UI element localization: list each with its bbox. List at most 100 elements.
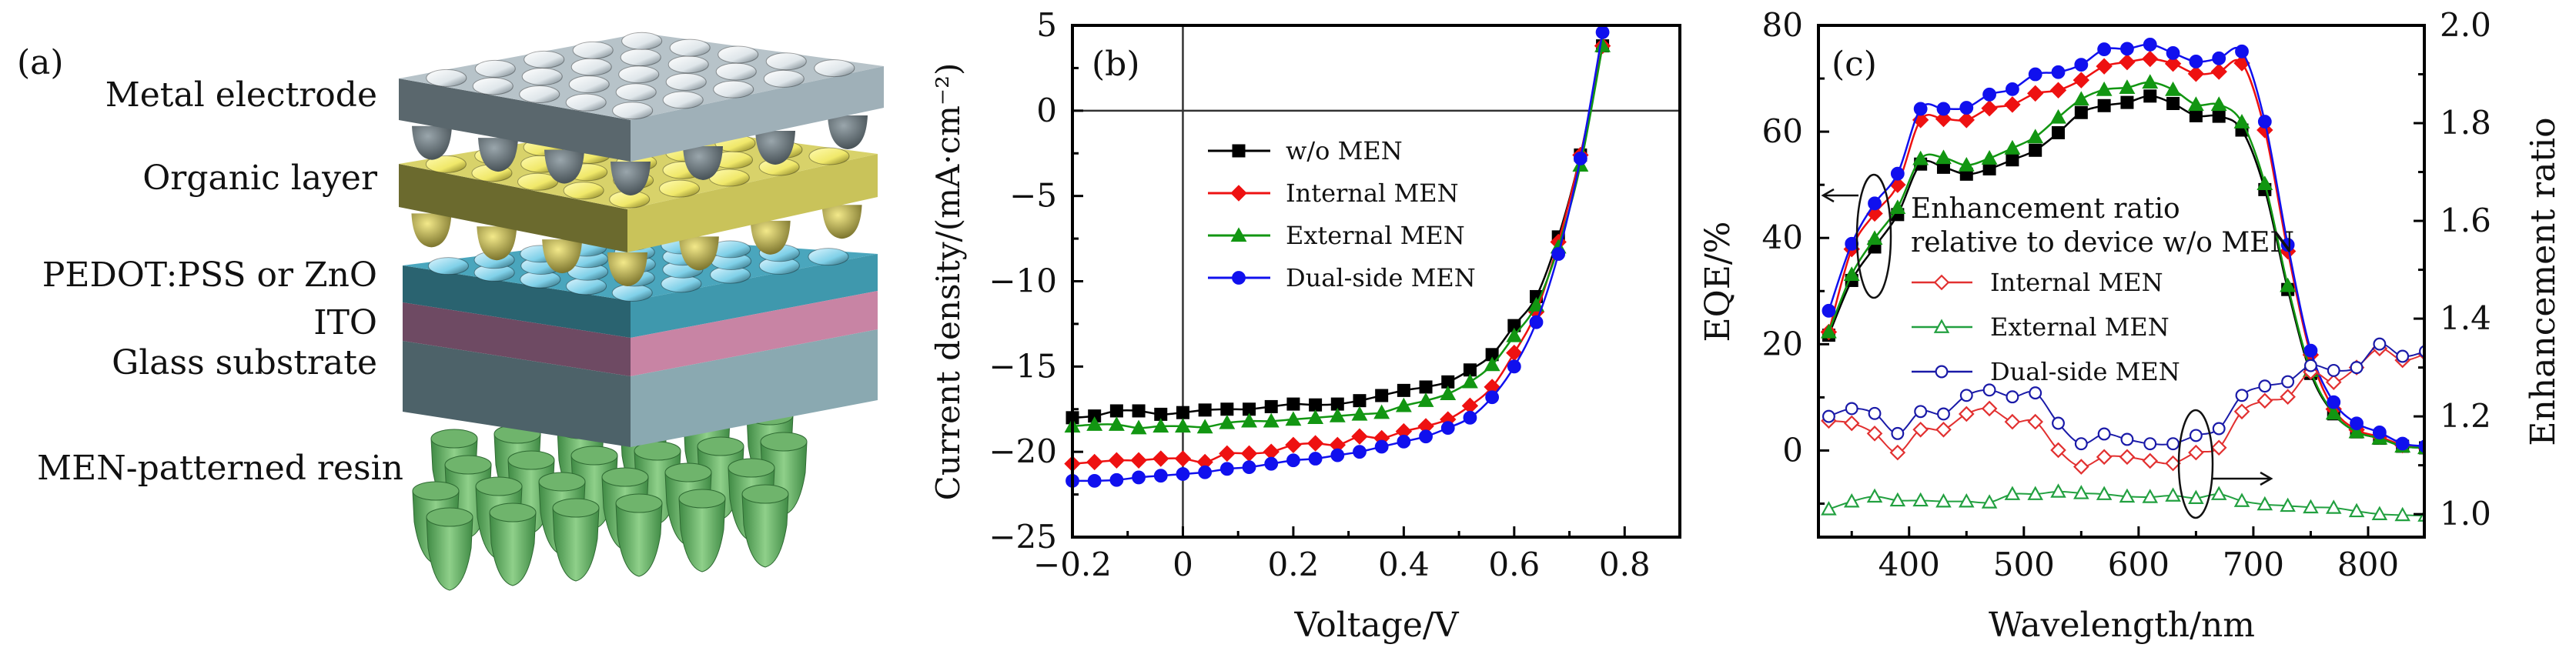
data-point	[1220, 402, 1234, 416]
data-point	[1935, 110, 1952, 128]
hole	[814, 59, 855, 78]
data-point	[1351, 406, 1368, 421]
data-point	[1485, 390, 1500, 405]
x-tick-label: −0.2	[1033, 546, 1112, 583]
data-point	[1981, 100, 1998, 117]
resin-lens	[552, 507, 600, 582]
y-tick-label: 20	[1762, 325, 1803, 362]
data-point	[2142, 452, 2159, 469]
data-point	[1821, 501, 1837, 516]
panel-b-legend: w/o MEN Internal MEN External MEN Dual-side…	[1208, 136, 1476, 292]
data-point	[1375, 389, 1389, 402]
resin-lens-top	[601, 467, 649, 487]
data-point	[1866, 426, 1883, 442]
data-point	[1981, 494, 1998, 509]
y2-tick-label: 2.0	[2440, 6, 2491, 44]
data-point	[1130, 419, 1147, 435]
data-point	[1198, 465, 1213, 479]
data-point	[1936, 102, 1951, 116]
data-point	[2327, 395, 2341, 409]
data-point	[2004, 413, 2021, 430]
data-point	[2096, 81, 2113, 96]
resin-lens	[678, 498, 726, 573]
legend-label: Dual-side MEN	[1286, 263, 1476, 292]
metal-electrode-slab-front-left-face	[399, 78, 631, 162]
organic-layer-slab-front-left-face	[399, 164, 627, 252]
data-point	[1914, 405, 1928, 419]
bump	[755, 131, 795, 165]
data-point	[2004, 486, 2021, 500]
data-point	[1484, 356, 1500, 372]
data-point	[2327, 363, 2340, 377]
data-point	[2120, 95, 2134, 109]
y-tick-label: 80	[1762, 6, 1803, 44]
stack-band-left-1	[403, 302, 631, 376]
panel-a-tag: (a)	[17, 43, 64, 82]
panel-c-x-axis-title: Wavelength/nm	[1989, 606, 2255, 645]
data-point	[2165, 455, 2181, 472]
data-point	[1595, 25, 1610, 39]
y-tick-label: 60	[1762, 112, 1803, 150]
panel-b-y-axis-title: Current density/(mA·cm⁻²)	[929, 63, 967, 501]
data-point	[2325, 499, 2342, 514]
data-point	[2097, 427, 2111, 441]
bump	[412, 125, 452, 160]
data-point	[1822, 303, 1836, 318]
bump	[477, 226, 517, 261]
data-point	[1285, 436, 1302, 454]
data-point	[2052, 416, 2065, 430]
y-tick-label: 0	[1782, 431, 1803, 469]
data-point	[1889, 444, 1906, 461]
layer-label-men-resin: MEN-patterned resin	[37, 449, 403, 488]
data-point	[2164, 55, 2182, 72]
data-point	[2348, 423, 2365, 439]
data-point	[2050, 108, 2066, 124]
data-point	[1866, 488, 1883, 503]
data-point	[2004, 139, 2021, 155]
data-point	[2097, 42, 2112, 56]
resin-lens	[741, 493, 789, 568]
series-dual-side-men	[1066, 25, 1610, 488]
data-point	[2165, 81, 2182, 96]
hole	[715, 62, 757, 81]
data-point	[1440, 421, 1455, 436]
y2-tick-label: 1.8	[2440, 104, 2491, 142]
data-point	[1845, 402, 1858, 416]
data-point	[2051, 65, 2066, 79]
data-point	[2257, 496, 2273, 511]
layer-label-pedot-zno: PEDOT:PSS or ZnO	[42, 255, 377, 295]
y2-tick-label: 1.4	[2440, 299, 2491, 337]
metal-electrode-slab-front-right-face	[631, 66, 884, 162]
data-point	[2119, 488, 2136, 503]
x-tick-label: 0	[1173, 546, 1193, 583]
data-point	[1843, 492, 1860, 508]
data-point	[2281, 375, 2295, 389]
data-point	[1417, 392, 1434, 407]
data-point	[1263, 412, 1280, 428]
legend-marker	[1230, 227, 1247, 242]
y-tick-label: −15	[989, 347, 1057, 385]
resin-lens-top	[664, 462, 712, 482]
data-point	[1935, 421, 1952, 438]
data-point	[2187, 65, 2205, 82]
data-point	[2006, 153, 2019, 167]
series-external-men	[1064, 37, 1611, 435]
legend-item: w/o MEN	[1208, 136, 1403, 165]
data-point	[1395, 397, 1412, 412]
data-point	[2006, 390, 2019, 404]
data-point	[1843, 266, 1860, 282]
hole	[621, 32, 663, 50]
bump	[678, 236, 719, 271]
data-point	[1153, 450, 1169, 467]
data-point	[1307, 409, 1324, 425]
data-point	[2029, 143, 2042, 157]
metal-bump-array	[412, 115, 868, 195]
data-point	[1935, 492, 1952, 508]
bump	[750, 220, 791, 255]
data-point	[1959, 101, 1974, 115]
legend-label: Dual-side MEN	[1990, 357, 2180, 386]
data-point	[2233, 114, 2250, 129]
organic-layer-slab-front-right-face	[627, 154, 878, 252]
data-point	[2280, 238, 2295, 252]
data-point	[1866, 230, 1883, 245]
